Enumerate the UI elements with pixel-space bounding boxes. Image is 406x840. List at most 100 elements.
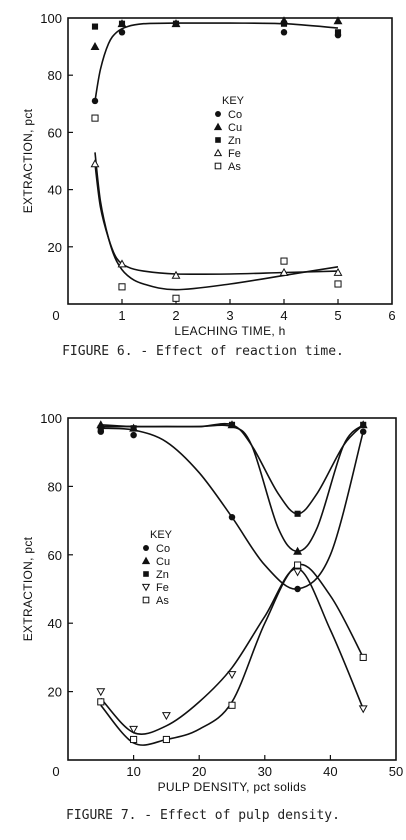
fig6-y-tick-label: 80 <box>48 68 62 83</box>
fig6-legend-title: KEY <box>222 95 245 107</box>
fig6-x-tick-label: 6 <box>388 308 395 323</box>
fig7-legend-fe-marker <box>141 583 151 592</box>
fig7-y-tick-label: 20 <box>48 685 62 700</box>
fig7-legend-title: KEY <box>150 529 173 541</box>
fig6-legend-cu-marker <box>213 122 223 131</box>
fig7-legend-as-marker <box>142 596 150 604</box>
fig6-legend-zn-label: Zn <box>228 135 241 147</box>
fig7-fe-point <box>358 705 368 714</box>
fig7-co-point <box>130 431 137 439</box>
figure-7-chart: 0 10 20 30 40 50 20 40 60 80 100 PULP DENSITY, pct … <box>21 411 403 794</box>
fig7-fit-curve <box>100 427 364 590</box>
fig7-zn-point <box>97 425 104 432</box>
fig7-as-point <box>294 561 302 569</box>
fig7-x-tick-label: 20 <box>192 764 206 779</box>
figure-6-caption: FIGURE 6. - Effect of reaction time. <box>62 344 344 359</box>
fig7-y-tick-label: 60 <box>48 548 62 563</box>
fig6-y-tick-label: 60 <box>48 125 62 140</box>
fig6-x-tick-label: 2 <box>172 308 179 323</box>
fig7-fit-curve <box>100 567 364 735</box>
fig6-x-tick-label: 4 <box>280 308 287 323</box>
fig6-x-tick-label: 3 <box>226 308 233 323</box>
fig7-legend-zn-marker <box>143 571 149 577</box>
figure-7-panel: 0 10 20 30 40 50 20 40 60 80 100 PULP DENSITY, pct … <box>0 400 406 800</box>
fig7-legend-cu-marker <box>141 556 151 565</box>
fig6-as-point <box>280 257 288 265</box>
figure-6-panel: 0 1 2 3 4 5 6 20 40 60 80 100 LEACHING TIME, h EXTRAC… <box>0 0 406 338</box>
fig6-as-point <box>91 114 99 122</box>
fig6-x-axis-title: LEACHING TIME, h <box>174 324 285 338</box>
fig7-zn-point <box>294 510 301 517</box>
fig6-fe-point <box>279 267 289 276</box>
fig7-as-point <box>359 653 367 661</box>
fig7-co-point <box>228 513 236 521</box>
fig6-fe-point <box>171 270 181 279</box>
fig7-x-axis-title: PULP DENSITY, pct solids <box>158 780 307 794</box>
figure-7-caption: FIGURE 7. - Effect of pulp density. <box>66 808 340 823</box>
fig7-as-point <box>228 701 236 709</box>
fig7-fe-point <box>129 725 139 734</box>
fig6-as-point <box>172 294 180 302</box>
fig7-fit-curve <box>100 563 364 746</box>
fig7-x-tick-label: 0 <box>52 764 59 779</box>
fig7-fe-point <box>227 671 237 680</box>
fig7-fe-point <box>96 688 106 697</box>
fig6-fit-curve <box>94 163 339 276</box>
fig7-x-tick-label: 30 <box>258 764 272 779</box>
fig6-cu-point <box>90 41 100 50</box>
fig6-fe-point <box>90 159 100 168</box>
fig6-legend-as-label: As <box>228 161 241 173</box>
fig7-zn-point <box>360 421 367 428</box>
fig6-legend-zn-marker <box>215 137 221 143</box>
fig7-y-tick-label: 80 <box>48 479 62 494</box>
fig6-zn-point <box>118 20 126 27</box>
fig6-co-point <box>118 29 126 36</box>
fig7-fit-curve <box>100 422 364 515</box>
fig6-legend-fe-marker <box>213 148 223 157</box>
fig6-co-point <box>91 97 99 105</box>
fig7-legend-fe-label: Fe <box>156 582 169 594</box>
fig6-co-point <box>280 29 288 36</box>
fig6-legend-fe-label: Fe <box>228 148 241 160</box>
fig6-legend-co-marker <box>215 111 221 117</box>
fig6-y-tick-label: 20 <box>48 240 62 255</box>
fig7-fe-point <box>161 712 171 721</box>
fig6-zn-point <box>91 23 99 30</box>
fig7-y-tick-label: 40 <box>48 616 62 631</box>
fig6-fit-curve <box>94 22 339 102</box>
fig6-as-point <box>118 283 126 291</box>
fig7-zn-point <box>228 421 236 428</box>
fig6-zn-point <box>280 20 288 27</box>
fig7-zn-point <box>130 425 137 432</box>
fig7-as-point <box>130 735 138 744</box>
fig6-cu-point <box>333 16 343 25</box>
fig7-fe-point <box>293 568 303 577</box>
fig6-x-tick-label: 0 <box>52 308 59 323</box>
fig6-zn-point <box>334 29 342 36</box>
fig6-fe-point <box>117 259 127 268</box>
fig7-as-point <box>97 698 105 706</box>
fig7-legend-cu-label: Cu <box>156 556 170 568</box>
fig7-as-point <box>162 735 170 744</box>
fig6-legend-cu-label: Cu <box>228 122 242 134</box>
fig7-co-point <box>359 428 367 435</box>
fig7-y-tick-label: 100 <box>40 411 62 426</box>
fig6-zn-point <box>172 20 180 27</box>
fig7-x-tick-label: 40 <box>323 764 337 779</box>
fig7-cu-point <box>293 546 303 555</box>
fig7-legend-as-label: As <box>156 595 169 607</box>
fig7-legend-zn-label: Zn <box>156 569 169 581</box>
fig7-plot-frame <box>67 417 397 761</box>
fig7-x-tick-label: 50 <box>389 764 403 779</box>
fig7-co-point <box>294 585 301 593</box>
fig6-legend-as-marker <box>214 162 222 170</box>
fig6-as-point <box>334 280 342 288</box>
fig7-x-tick-label: 10 <box>126 764 140 779</box>
fig7-legend-co-label: Co <box>156 543 170 555</box>
fig6-fe-point <box>333 267 343 276</box>
fig7-fit-curve <box>100 424 364 553</box>
fig6-y-tick-label: 40 <box>48 183 62 198</box>
fig6-y-tick-label: 100 <box>40 11 62 26</box>
fig7-y-axis-title: EXTRACTION, pct <box>21 536 35 641</box>
fig6-x-tick-label: 1 <box>118 308 125 323</box>
